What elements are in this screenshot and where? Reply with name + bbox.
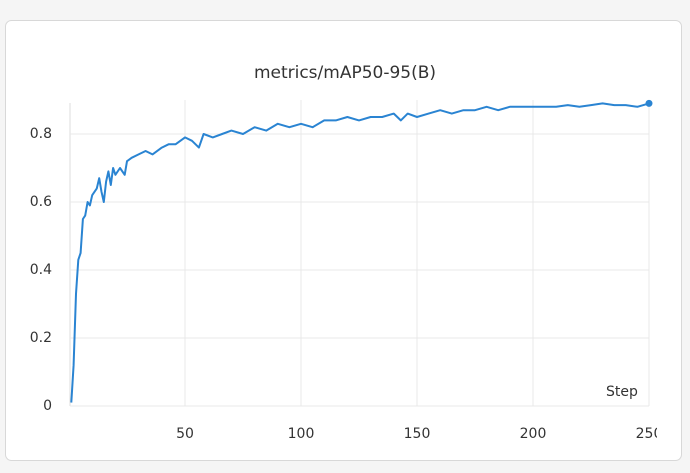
x-tick-label: 250 [636, 426, 663, 442]
y-tick-label: 0.6 [30, 194, 52, 210]
x-tick-label: 100 [288, 426, 315, 442]
y-tick-label: 0.8 [30, 126, 52, 142]
x-tick-label: 200 [520, 426, 547, 442]
y-tick-label: 0.4 [30, 262, 52, 278]
y-tick-label: 0.2 [30, 330, 52, 346]
panel [5, 20, 682, 461]
series-line [70, 102, 650, 403]
x-tick-label: 150 [404, 426, 431, 442]
chart-title: metrics/mAP50-95(B) [254, 63, 436, 83]
x-tick-label: 50 [176, 426, 194, 442]
x-axis-label: Step [606, 384, 638, 400]
y-tick-label: 0 [43, 398, 52, 414]
end-point [645, 99, 653, 107]
